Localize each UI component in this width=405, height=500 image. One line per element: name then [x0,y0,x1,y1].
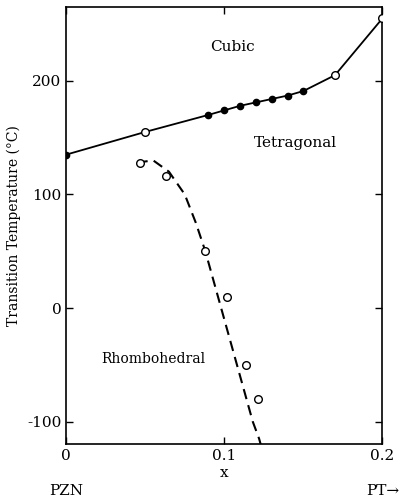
Text: PZN: PZN [49,484,83,498]
X-axis label: x: x [220,466,228,480]
Text: Rhombohedral: Rhombohedral [101,352,205,366]
Y-axis label: Transition Temperature (°C): Transition Temperature (°C) [7,125,21,326]
Text: Tetragonal: Tetragonal [253,136,336,150]
Text: Cubic: Cubic [209,40,254,54]
Text: PT→: PT→ [365,484,398,498]
